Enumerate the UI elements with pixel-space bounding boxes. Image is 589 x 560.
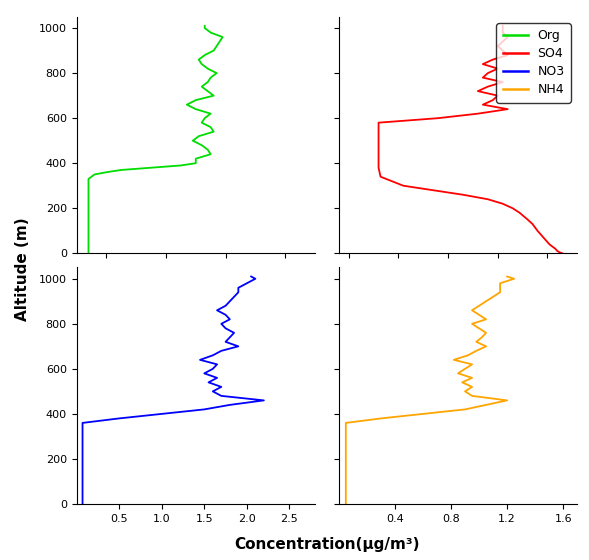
Text: Concentration(μg/m³): Concentration(μg/m³) xyxy=(234,537,419,552)
Text: Altitude (m): Altitude (m) xyxy=(15,217,29,321)
Legend: Org, SO4, NO3, NH4: Org, SO4, NO3, NH4 xyxy=(497,23,571,102)
